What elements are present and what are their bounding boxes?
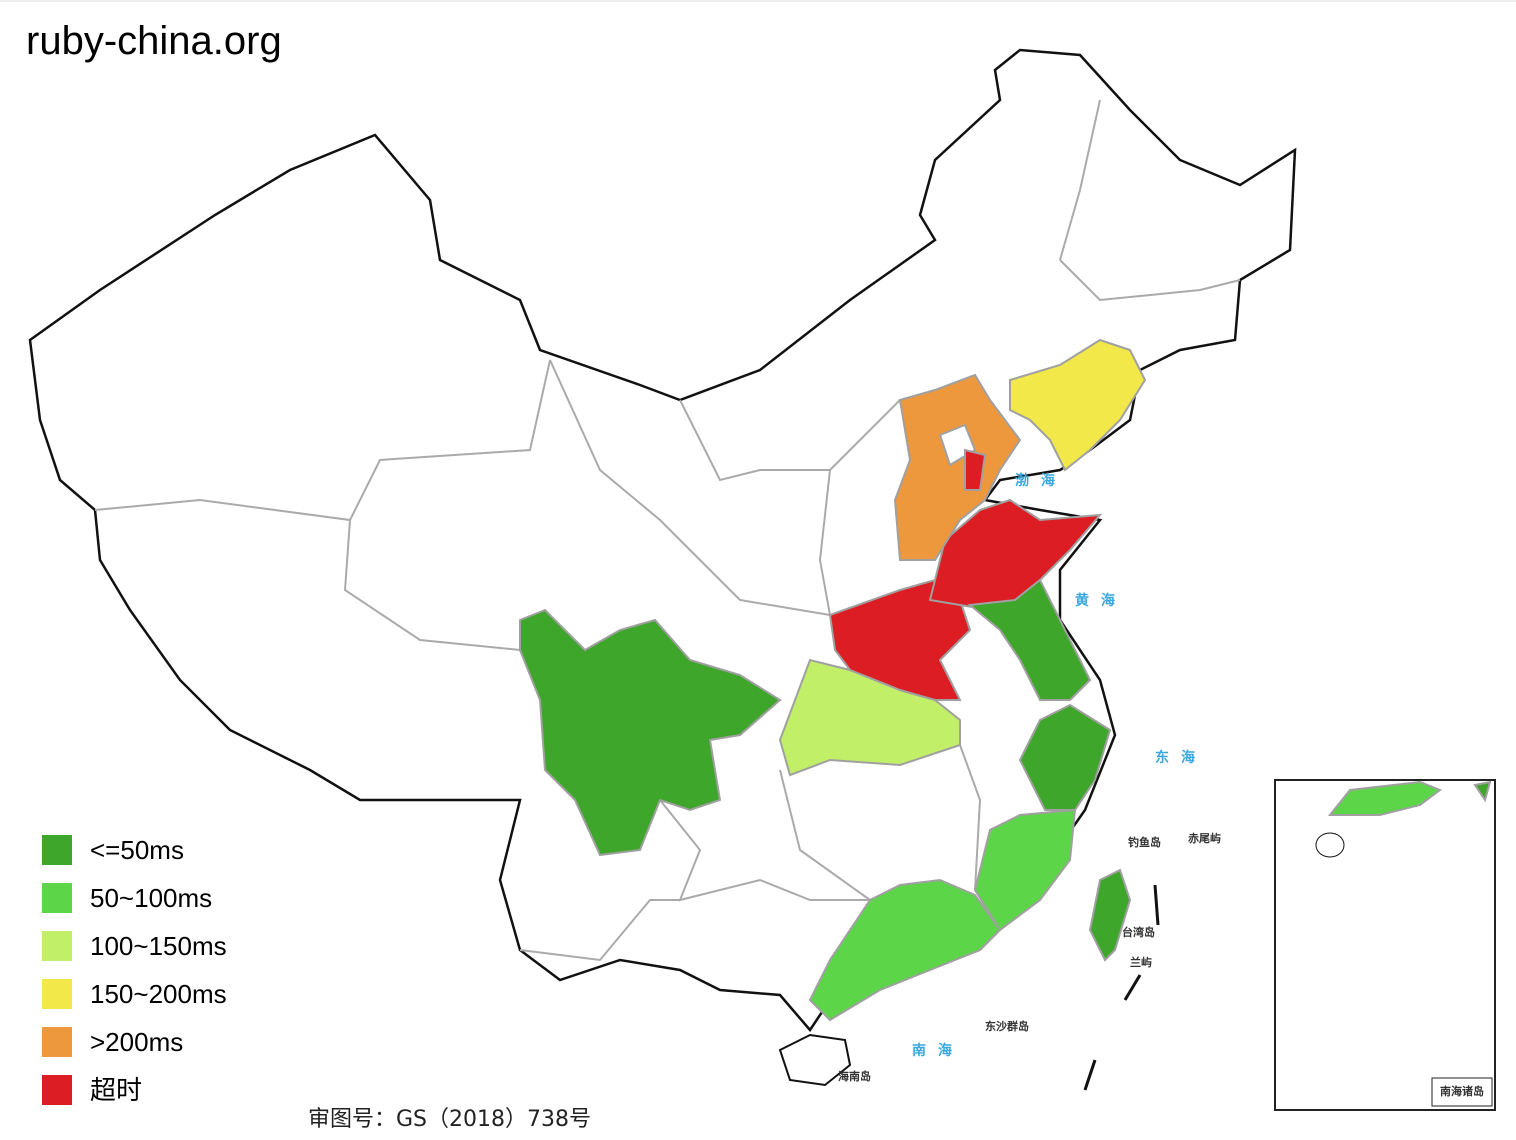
provinces: [519, 338, 1147, 1087]
legend-label: >200ms: [90, 1027, 183, 1057]
region: [973, 808, 1077, 932]
region: [1473, 780, 1492, 803]
legend-swatch: [42, 883, 72, 913]
island-label: 兰屿: [1130, 955, 1152, 969]
island-label: 赤尾屿: [1188, 831, 1221, 845]
region: [967, 578, 1092, 701]
page-title: ruby-china.org: [26, 19, 282, 63]
legend-label: 50~100ms: [90, 883, 212, 913]
region: [1088, 868, 1132, 962]
legend-swatch: [42, 931, 72, 961]
region: [778, 658, 961, 777]
inset-label-box: [1431, 1077, 1493, 1107]
island-label: 台湾岛: [1122, 925, 1155, 939]
legend-swatch: [42, 1027, 72, 1057]
sea-boundary-marks: [1083, 884, 1160, 1091]
sea-label: 渤海: [1015, 472, 1067, 489]
legend-label: 超时: [90, 1075, 142, 1105]
legend-swatch: [42, 979, 72, 1009]
legend-label: 100~150ms: [90, 931, 227, 961]
region: [1018, 703, 1112, 811]
sea-label: 南海: [912, 1042, 964, 1059]
region: [828, 578, 972, 701]
inset-frame: [1274, 779, 1496, 1111]
island-label: 海南岛: [838, 1069, 871, 1083]
island-outline: [778, 1033, 852, 1087]
legend-swatch: [42, 835, 72, 865]
region: [893, 373, 1022, 561]
region: [964, 448, 987, 491]
region: [519, 608, 782, 857]
region: [808, 878, 1002, 1022]
approval-number: 审图号：GS（2018）738号: [308, 1107, 591, 1132]
sea-label: 东海: [1155, 749, 1207, 766]
inset-title: 南海诸岛: [1440, 1084, 1484, 1098]
legend-label: 150~200ms: [90, 979, 227, 1009]
island-label: 东沙群岛: [985, 1019, 1029, 1033]
region: [1327, 780, 1443, 816]
sea-label: 黄海: [1075, 592, 1127, 609]
country-outline: [28, 48, 1297, 1033]
province-borders: [94, 99, 1241, 962]
legend-swatch: [42, 1075, 72, 1105]
region: [1009, 338, 1147, 472]
island-label: 钓鱼岛: [1128, 835, 1161, 849]
island-outline: [1315, 832, 1345, 858]
legend: <=50ms 50~100ms 100~150ms 150~200ms >200ms 超时: [42, 835, 227, 1105]
legend-label: <=50ms: [90, 835, 184, 865]
